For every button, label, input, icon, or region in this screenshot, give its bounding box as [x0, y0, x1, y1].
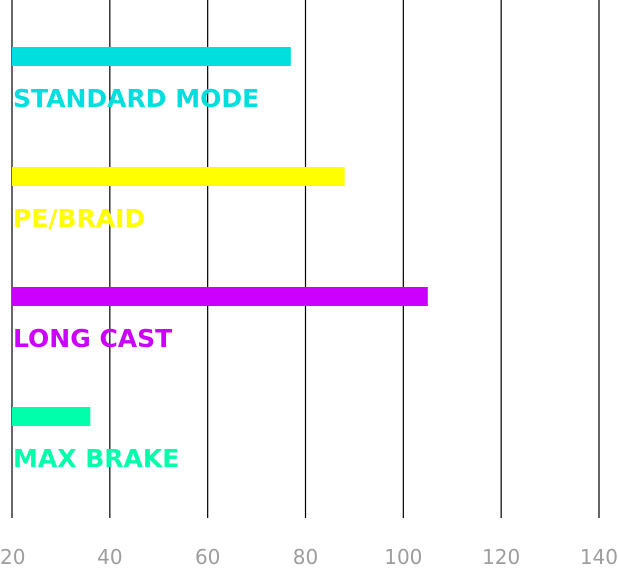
category-label-standard-mode: STANDARD MODE	[13, 84, 259, 113]
category-label-max-brake: MAX BRAKE	[13, 444, 179, 473]
grid-lines	[11, 0, 600, 518]
x-tick-label-20: 20	[0, 545, 25, 569]
bars	[12, 47, 428, 426]
bar-pe-braid	[12, 167, 345, 186]
x-tick-label-60: 60	[195, 545, 220, 569]
bar-standard-mode	[12, 47, 291, 66]
category-label-pe-braid: PE/BRAID	[13, 204, 145, 233]
x-tick-label-120: 120	[482, 545, 520, 569]
x-tick-label-80: 80	[293, 545, 318, 569]
x-axis-ticks: 20 40 60 80 100 120 140	[0, 545, 618, 569]
category-labels: STANDARD MODE PE/BRAID LONG CAST MAX BRAKE	[13, 84, 259, 473]
bar-max-brake	[12, 407, 91, 426]
x-tick-label-40: 40	[97, 545, 122, 569]
x-tick-label-140: 140	[580, 545, 618, 569]
x-tick-label-100: 100	[384, 545, 422, 569]
category-label-long-cast: LONG CAST	[13, 324, 172, 353]
bar-long-cast	[12, 287, 428, 306]
